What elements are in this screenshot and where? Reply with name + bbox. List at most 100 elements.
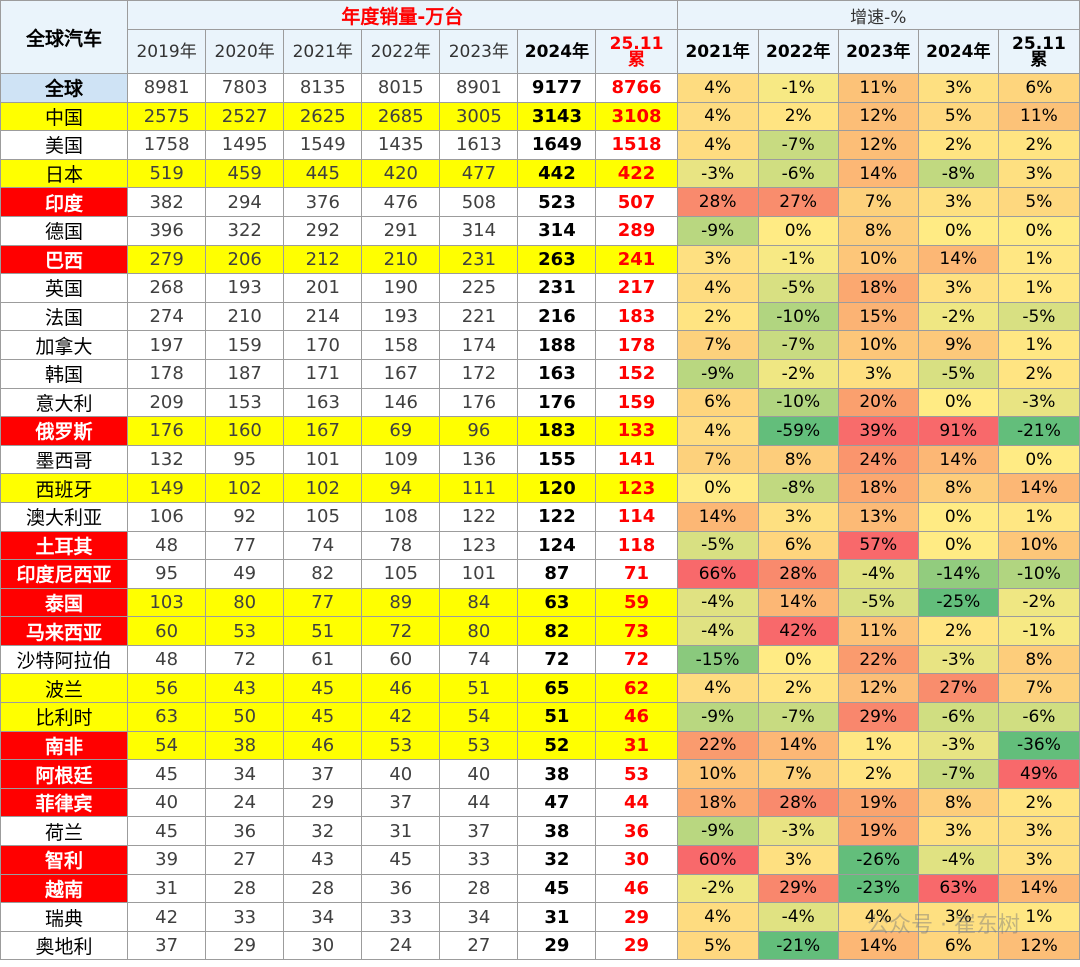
sales-cell: 101 [283, 444, 363, 475]
country-cell: 俄罗斯 [0, 416, 129, 446]
sales-cell: 8901 [439, 73, 519, 103]
sales-cell: 172 [439, 358, 519, 389]
growth-cell: -2% [676, 873, 759, 904]
growth-cell: 8% [917, 473, 999, 503]
sales-cell: 44 [595, 787, 678, 818]
growth-cell: -7% [757, 702, 839, 732]
sales-cell: 72 [361, 616, 441, 646]
sales-cell: 34 [439, 902, 519, 932]
sales-cell: 8015 [361, 73, 441, 103]
sales-cell: 31 [361, 816, 441, 847]
growth-year-header: 2024年 [917, 29, 999, 74]
sales-cell: 106 [127, 501, 207, 532]
sales-cell: 174 [439, 330, 519, 360]
growth-cell: -10% [757, 301, 839, 332]
sales-cell: 123 [439, 530, 519, 561]
sales-cell: 36 [205, 816, 285, 847]
sales-cell: 225 [439, 273, 519, 303]
growth-cell: 28% [757, 559, 839, 589]
growth-cell: 0% [676, 473, 759, 503]
sales-cell: 212 [283, 244, 363, 275]
sales-cell: 54 [439, 702, 519, 732]
sales-cell: 24 [205, 787, 285, 818]
sales-cell: 102 [283, 473, 363, 503]
growth-year-header: 2023年 [837, 29, 919, 74]
sales-cell: 442 [517, 158, 597, 189]
growth-cell: 2% [917, 616, 999, 646]
growth-cell: 7% [676, 330, 759, 360]
sales-cell: 73 [595, 616, 678, 646]
country-cell: 加拿大 [0, 330, 129, 360]
growth-cell: 1% [997, 273, 1080, 303]
table-row: 马来西亚 60 53 51 72 80 82 73 -4% 42% 11% 2% -1% [0, 616, 1080, 646]
sales-cell: 209 [127, 387, 207, 418]
sales-cell: 188 [517, 330, 597, 360]
sales-cell: 29 [595, 930, 678, 961]
growth-cell: -1% [757, 73, 839, 103]
sales-cell: 176 [127, 416, 207, 446]
growth-cell: 5% [676, 930, 759, 961]
growth-cell: 20% [837, 387, 919, 418]
table-row: 英国 268 193 201 190 225 231 217 4% -5% 18% 3% 1% [0, 273, 1080, 303]
sales-cell: 62 [595, 673, 678, 704]
sales-cell: 34 [283, 902, 363, 932]
sales-cell: 197 [127, 330, 207, 360]
sales-cell: 519 [127, 158, 207, 189]
sales-cell: 45 [127, 816, 207, 847]
growth-cell: 3% [997, 816, 1080, 847]
sales-cell: 459 [205, 158, 285, 189]
sales-cell: 28 [283, 873, 363, 904]
sales-cell: 42 [361, 702, 441, 732]
table-row: 印度 382 294 376 476 508 523 507 28% 27% 7% 3% 5% [0, 187, 1080, 217]
growth-cell: 60% [676, 845, 759, 875]
growth-cell: 4% [676, 101, 759, 132]
sales-cell: 63 [127, 702, 207, 732]
sales-cell: 60 [127, 616, 207, 646]
growth-cell: -4% [837, 559, 919, 589]
growth-cell: 7% [676, 444, 759, 475]
sales-cell: 95 [127, 559, 207, 589]
sales-cell: 29 [595, 902, 678, 932]
sales-cell: 420 [361, 158, 441, 189]
country-cell: 法国 [0, 301, 129, 332]
sales-cell: 163 [517, 358, 597, 389]
sales-cell: 477 [439, 158, 519, 189]
sales-cell: 8766 [595, 73, 678, 103]
sales-cell: 292 [283, 215, 363, 246]
sales-cell: 72 [595, 644, 678, 675]
sales-cell: 322 [205, 215, 285, 246]
growth-cell: -3% [917, 730, 999, 761]
growth-cell: 0% [917, 501, 999, 532]
growth-cell: 4% [676, 73, 759, 103]
country-cell: 中国 [0, 101, 129, 132]
sales-cell: 231 [439, 244, 519, 275]
sales-cell: 176 [439, 387, 519, 418]
growth-cell: 3% [917, 273, 999, 303]
growth-cell: 1% [997, 330, 1080, 360]
table-row: 瑞典 42 33 34 33 34 31 29 4% -4% 4% 3% 1% [0, 902, 1080, 932]
growth-cell: -9% [676, 358, 759, 389]
sales-cell: 37 [439, 816, 519, 847]
growth-cell: 0% [917, 530, 999, 561]
sales-cell: 54 [127, 730, 207, 761]
growth-cell: 4% [676, 902, 759, 932]
sales-cell: 34 [205, 759, 285, 789]
country-cell: 瑞典 [0, 902, 129, 932]
growth-cell: -3% [757, 816, 839, 847]
growth-cell: 4% [676, 273, 759, 303]
sales-cell: 45 [283, 702, 363, 732]
sales-cell: 44 [439, 787, 519, 818]
growth-cell: 2% [997, 787, 1080, 818]
sales-cell: 122 [439, 501, 519, 532]
growth-cell: 14% [757, 587, 839, 618]
sales-cell: 40 [439, 759, 519, 789]
sales-cell: 52 [517, 730, 597, 761]
sales-cell: 51 [283, 616, 363, 646]
growth-cell: -3% [676, 158, 759, 189]
sales-cell: 158 [361, 330, 441, 360]
growth-cell: -59% [757, 416, 839, 446]
sales-cell: 29 [205, 930, 285, 961]
sales-cell: 45 [283, 673, 363, 704]
sales-cell: 507 [595, 187, 678, 217]
sales-cell: 45 [361, 845, 441, 875]
